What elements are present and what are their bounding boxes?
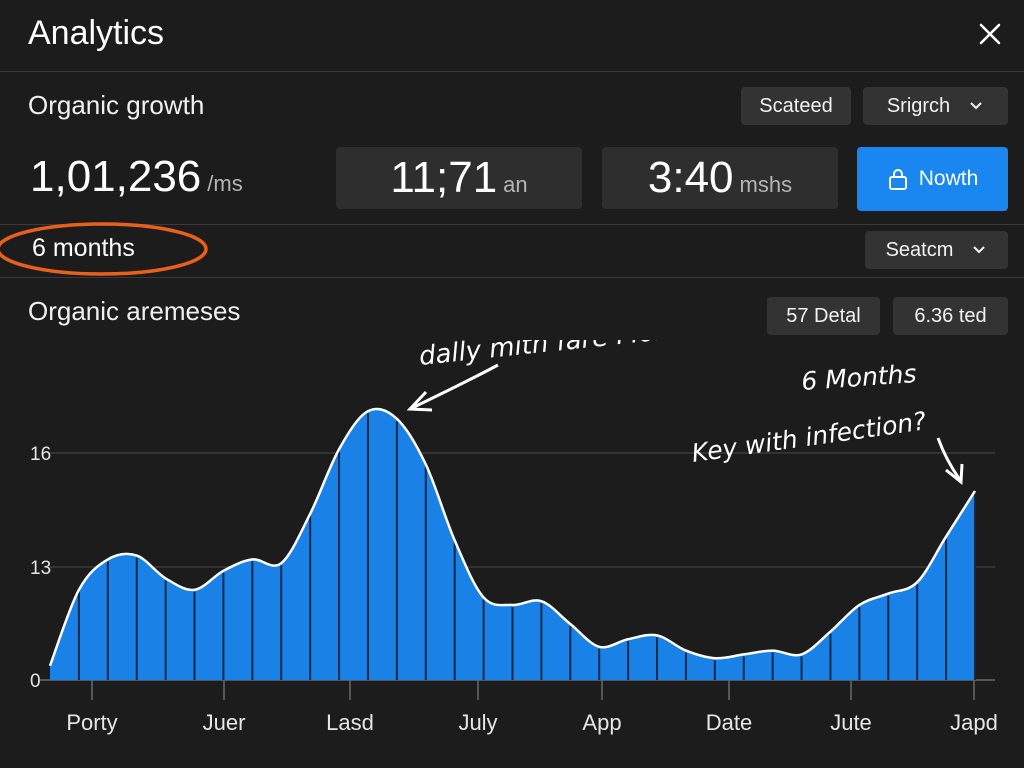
filter-chip-label: Scateed [759,94,833,117]
area-outline [48,407,977,667]
section-title: Organic growth [28,90,205,120]
stat-time-unit: an [503,172,528,197]
x-tick-label: Date [706,710,752,735]
x-tick-label: Juer [203,710,246,735]
area-chart: 0 13 16 Porty Juer Lasd July App Date Jute Japd d… [30,340,998,735]
close-icon [979,23,1001,45]
filter-divider [0,277,1024,278]
annotation-note-2-line2: Key with infection? [690,406,928,468]
header-divider [0,71,1024,72]
x-tick-label: Jute [830,710,872,735]
app-title: Analytics [28,14,165,52]
chart-title: Organic aremeses [28,296,241,326]
x-tick-label: Porty [66,710,117,735]
detail-chip[interactable]: 57 Detal [767,297,880,335]
x-tick-label: App [582,710,621,735]
range-highlight-circle [0,222,208,276]
stat-duration-value: 3:40 [647,153,734,202]
x-tick-label: Japd [950,710,998,735]
season-dropdown-label: Seatcm [885,238,954,261]
big-stat-unit: /ms [207,171,243,196]
x-tick-label: Lasd [326,710,374,735]
primary-button-label: Nowth [918,167,979,190]
close-button[interactable] [972,16,1008,52]
season-dropdown[interactable]: Seatcm [865,231,1008,269]
y-tick-label: 0 [30,671,41,692]
annotation-arrowhead-2 [945,463,964,485]
detail-chip-label: 57 Detal [786,304,861,327]
bars-layer [50,408,976,680]
annotation-arrow-1 [411,363,499,410]
lock-icon [888,169,907,190]
range-label[interactable]: 6 months [32,234,135,262]
stat-time-value: 11;71 [390,153,498,202]
annotation-note-1: dally mith fare Months [418,340,713,372]
stat-box-time: 11;71 an [336,147,582,209]
annotation-note-2-line1: 6 Months [800,359,917,396]
ted-chip[interactable]: 6.36 ted [893,297,1008,335]
big-stat: 1,01,236 /ms [30,152,243,202]
search-dropdown[interactable]: Srigrch [863,87,1008,125]
stat-box-duration: 3:40 mshs [602,147,838,209]
primary-button[interactable]: Nowth [857,147,1008,211]
annotation-arrow-2 [936,437,962,481]
x-tick-label: July [458,710,497,735]
search-dropdown-label: Srigrch [886,94,951,117]
annotation-arrowhead-1 [406,390,433,412]
ted-chip-label: 6.36 ted [914,304,987,327]
filter-chip-selected[interactable]: Scateed [741,87,851,125]
stat-duration-unit: mshs [739,172,793,197]
y-tick-label: 13 [30,558,51,579]
summary-divider [0,224,1024,225]
big-stat-value: 1,01,236 [30,152,202,201]
y-tick-label: 16 [30,444,51,465]
chevron-down-icon [970,102,982,110]
chevron-down-icon [973,246,986,254]
x-tick-labels: Porty Juer Lasd July App Date Jute Japd [66,680,998,735]
y-tick-labels: 0 13 16 [30,444,51,692]
